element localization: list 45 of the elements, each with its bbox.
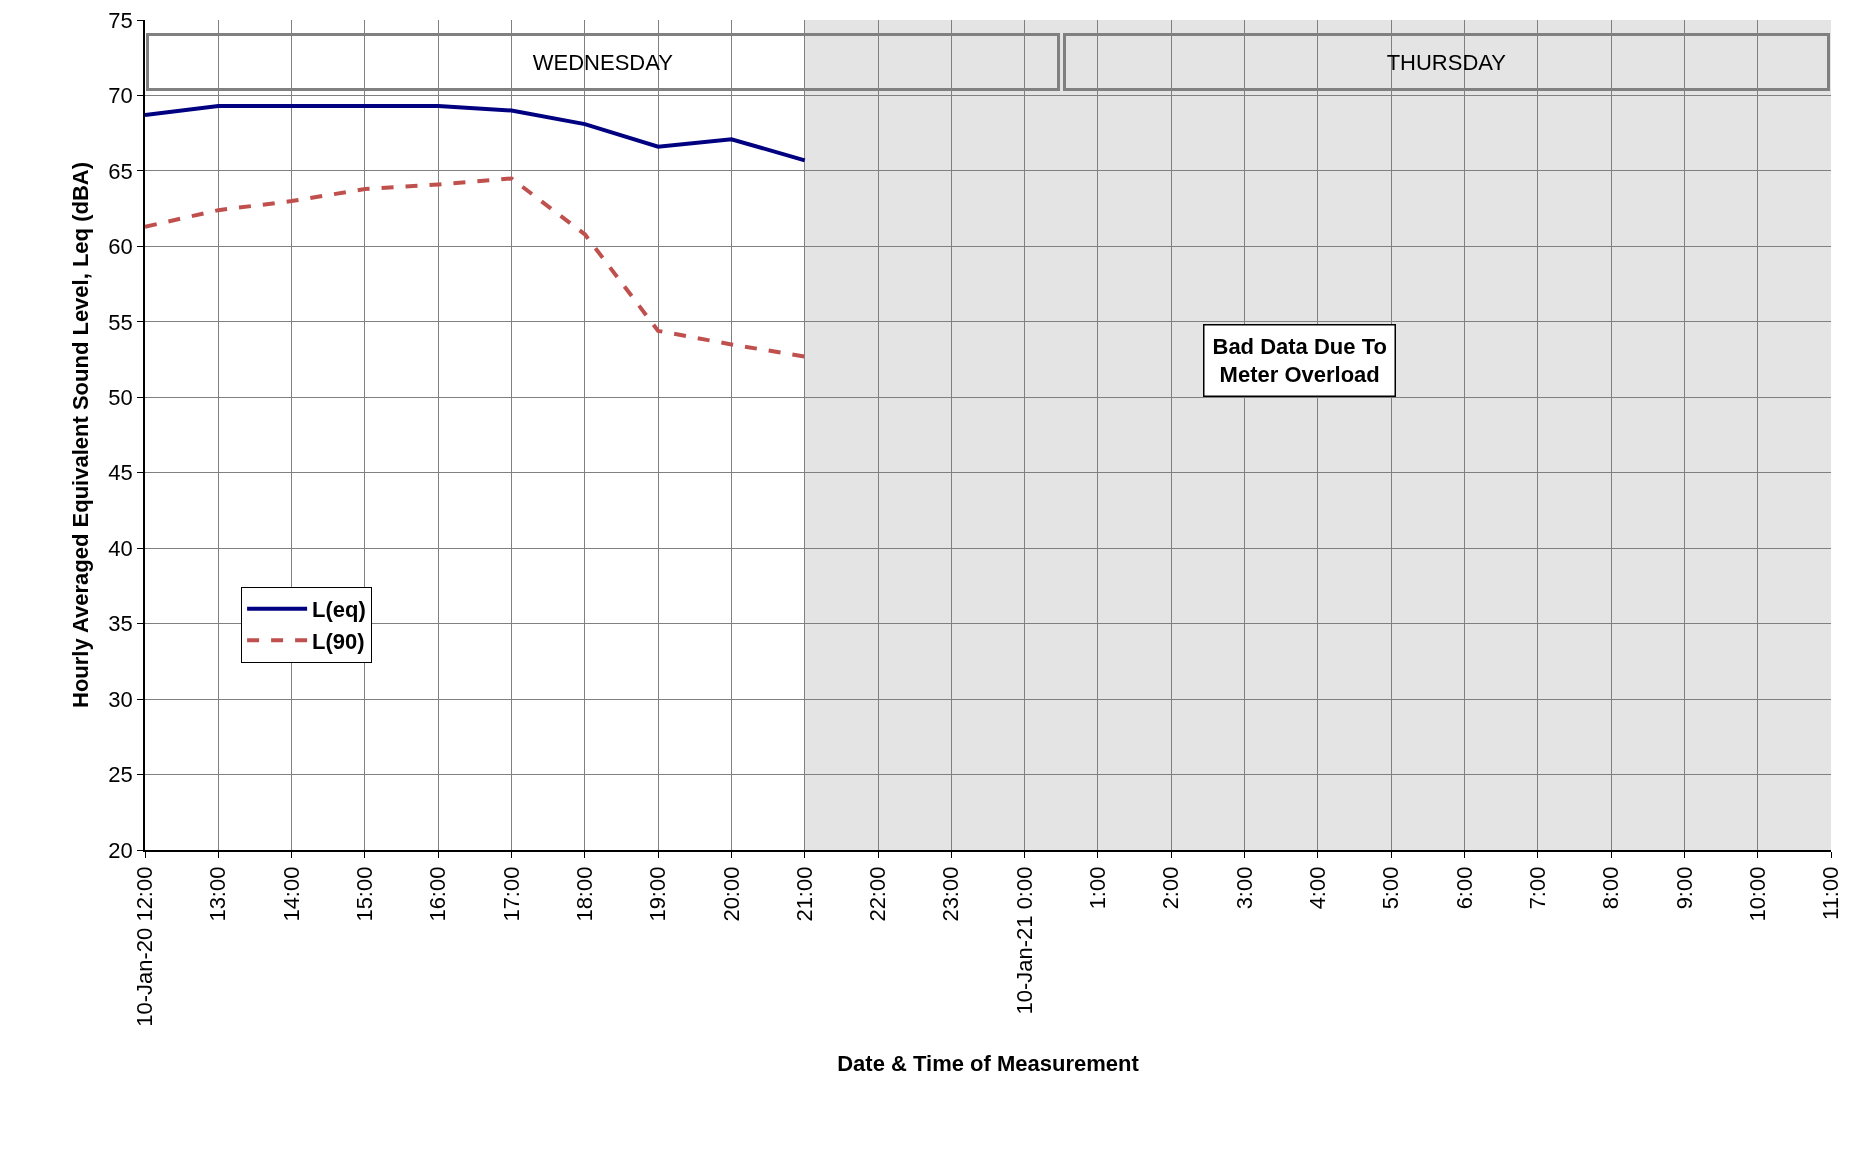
y-tick-label: 20 — [108, 837, 133, 863]
x-tick-label: 3:00 — [1231, 866, 1257, 910]
x-tick-label: 10:00 — [1744, 866, 1770, 922]
x-tick-label: 23:00 — [938, 866, 964, 922]
y-tick-label: 70 — [108, 83, 133, 109]
legend-label: L(90) — [312, 628, 365, 654]
x-tick-label: 10-Jan-20 12:00 — [132, 866, 158, 1027]
y-tick-label: 40 — [108, 535, 133, 561]
y-tick-label: 50 — [108, 384, 133, 410]
x-tick-label: 19:00 — [645, 866, 671, 922]
band-label: Bad Data Due To Meter Overload — [1212, 333, 1387, 388]
x-tick-label: 9:00 — [1671, 866, 1697, 910]
line-series — [145, 104, 807, 163]
x-tick-label: 5:00 — [1378, 866, 1404, 910]
x-tick-label: 1:00 — [1085, 866, 1111, 910]
x-tick-label: 8:00 — [1598, 866, 1624, 910]
x-tick-label: 6:00 — [1451, 866, 1477, 910]
x-tick-label: 14:00 — [278, 866, 304, 922]
y-tick-label: 30 — [108, 686, 133, 712]
x-tick-label: 4:00 — [1305, 866, 1331, 910]
y-tick-label: 55 — [108, 309, 133, 335]
x-tick-label: 18:00 — [571, 866, 597, 922]
x-tick-label: 7:00 — [1524, 866, 1550, 910]
x-tick-label: 22:00 — [865, 866, 891, 922]
y-tick-label: 25 — [108, 762, 133, 788]
x-tick-label: 11:00 — [1818, 866, 1844, 920]
x-axis-title: Date & Time of Measurement — [837, 1051, 1140, 1077]
y-tick-label: 65 — [108, 158, 133, 184]
y-tick-label: 60 — [108, 234, 133, 260]
y-tick-label: 75 — [108, 7, 133, 33]
y-axis-title: Hourly Averaged Equivalent Sound Level, Leq (dBA) — [67, 161, 93, 709]
x-tick-label: 20:00 — [718, 866, 744, 922]
x-tick-label: 13:00 — [205, 866, 231, 922]
y-tick-label: 45 — [108, 460, 133, 486]
x-tick-label: 17:00 — [498, 866, 524, 922]
x-tick-label: 16:00 — [425, 866, 451, 922]
legend-label: L(eq) — [312, 597, 366, 623]
annotation: THURSDAY — [1386, 49, 1507, 75]
x-tick-label: 21:00 — [791, 866, 817, 922]
line-series — [145, 176, 807, 359]
x-tick-label: 10-Jan-21 0:00 — [1011, 866, 1037, 1015]
x-tick-label: 15:00 — [352, 866, 378, 922]
annotation: WEDNESDAY — [532, 49, 674, 75]
x-tick-label: 2:00 — [1158, 866, 1184, 910]
y-tick-label: 35 — [108, 611, 133, 637]
